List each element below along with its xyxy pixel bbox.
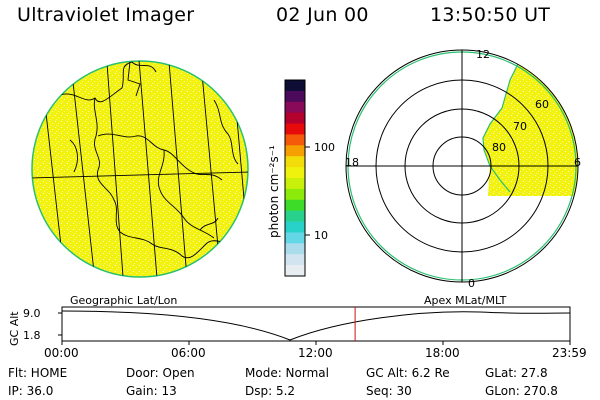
mlt-label-0: 0: [468, 277, 475, 290]
colorbar-frame: [284, 79, 306, 277]
timeline-right-label: Apex MLat/MLT: [424, 294, 507, 307]
gc-altitude-timeline: [58, 306, 571, 345]
geographic-latitude: GLat: 27.8: [485, 366, 548, 380]
door-status: Door: Open: [126, 366, 195, 380]
observation-date: 02 Jun 00: [276, 4, 369, 26]
time-tick-1800: 18:00: [425, 346, 460, 360]
gain-value: Gain: 13: [126, 384, 177, 398]
colorbar-segment: [285, 178, 305, 190]
colorbar-label-10: 10: [314, 229, 328, 242]
colorbar-segment: [285, 167, 305, 179]
colorbar-segment: [285, 134, 305, 146]
timeline-y-max: 9.0: [23, 307, 41, 320]
polar-grid: [345, 49, 579, 283]
gc-altitude-value: GC Alt: 6.2 Re: [366, 366, 450, 380]
timeline-y-axis-label: GC Alt: [8, 311, 21, 346]
ip-value: IP: 36.0: [8, 384, 54, 398]
colorbar-segment: [285, 101, 305, 114]
colorbar-segment: [285, 221, 305, 234]
sequence-value: Seq: 30: [366, 384, 412, 398]
mlt-label-18: 18: [345, 156, 359, 169]
polar-plot: [345, 49, 579, 283]
flight-status: Flt: HOME: [8, 366, 68, 380]
colorbar-segment: [285, 145, 305, 157]
timeline-left-label: Geographic Lat/Lon: [70, 294, 178, 307]
colorbar-segment: [285, 254, 305, 266]
colorbar-segment: [285, 80, 305, 92]
colorbar-segment: [285, 210, 305, 223]
colorbar-segment: [285, 90, 305, 103]
time-tick-1200: 12:00: [298, 346, 333, 360]
geographic-longitude: GLon: 270.8: [485, 384, 558, 398]
mlt-label-6: 6: [574, 156, 581, 169]
dsp-value: Dsp: 5.2: [245, 384, 296, 398]
mlat-label-60: 60: [535, 98, 549, 111]
colorbar-segment: [285, 156, 305, 168]
time-tick-2359: 23:59: [552, 346, 587, 360]
intensity-colorbar: [285, 80, 305, 277]
mode-status: Mode: Normal: [245, 366, 329, 380]
geographic-image: [31, 60, 249, 278]
observation-time: 13:50:50 UT: [430, 4, 551, 26]
mlat-label-80: 80: [492, 141, 506, 154]
time-axis-ticks: [58, 312, 571, 345]
colorbar-segment: [285, 232, 305, 244]
colorbar-units: photon cm⁻²s⁻¹: [267, 145, 281, 238]
colorbar-segment: [285, 243, 305, 255]
time-tick-0600: 06:00: [171, 346, 206, 360]
colorbar-segment: [285, 123, 305, 136]
colorbar-segment: [285, 112, 305, 125]
instrument-title: Ultraviolet Imager: [17, 4, 195, 26]
colorbar-segment: [285, 199, 305, 212]
mlat-label-70: 70: [513, 120, 527, 133]
colorbar-segment: [285, 265, 305, 277]
globe-limb: [31, 60, 249, 278]
time-tick-0000: 00:00: [44, 346, 79, 360]
colorbar-segment: [285, 188, 305, 201]
altitude-curve: [61, 310, 571, 341]
colorbar-label-100: 100: [314, 141, 335, 154]
timeline-y-min: 1.8: [23, 329, 41, 342]
mlt-label-12: 12: [476, 48, 490, 61]
